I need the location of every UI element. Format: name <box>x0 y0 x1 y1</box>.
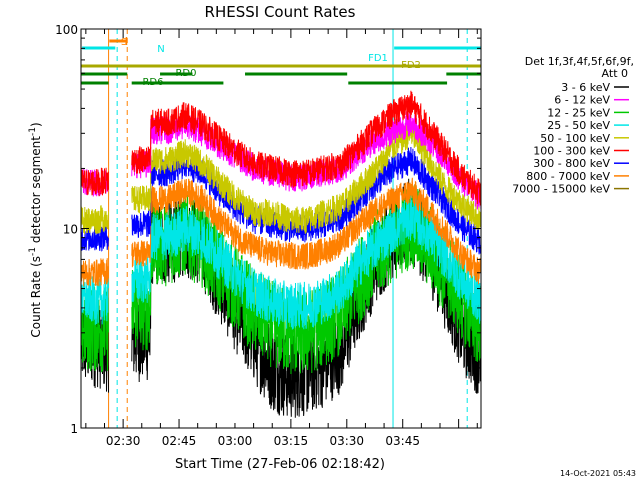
series-line-3-0 <box>80 275 109 325</box>
legend-header-line1: Det 1f,3f,4f,5f,6f,9f, <box>525 55 634 68</box>
y-tick-label: 100 <box>55 23 78 37</box>
series-line-4-0 <box>80 205 109 235</box>
y-tick-label: 1 <box>70 422 78 436</box>
flag-bars: S N FD1 FD2 RD0 RD6 <box>81 37 481 88</box>
legend-label-3: 25 - 50 keV <box>547 119 610 132</box>
series-line-3-1 <box>131 194 482 330</box>
series-line-6-1 <box>131 146 482 255</box>
series-line-7-1 <box>131 177 482 285</box>
legend-label-1: 6 - 12 keV <box>554 94 610 107</box>
flag-label-fd1: FD1 <box>368 53 388 64</box>
chart-title: RHESSI Count Rates <box>205 3 356 21</box>
legend-label-2: 12 - 25 keV <box>547 106 610 119</box>
legend-header-line2: Att 0 <box>602 67 628 80</box>
axes: 1 10 100 02:30 02:45 03:00 03:15 03:30 03:45 <box>55 23 481 448</box>
x-tick-label: 02:45 <box>162 434 197 448</box>
x-tick-label: 03:15 <box>274 434 309 448</box>
plot-area <box>80 29 482 428</box>
series-line-5-1 <box>131 90 482 206</box>
flag-label-n: N <box>157 44 164 55</box>
y-axis-label: Count Rate (s-1 detector segment-1) <box>28 122 43 337</box>
legend-label-7: 800 - 7000 keV <box>526 170 610 183</box>
flag-label-rd0: RD0 <box>175 68 196 79</box>
legend-label-5: 100 - 300 keV <box>533 145 610 158</box>
timestamp: 14-Oct-2021 05:43 <box>560 469 636 478</box>
legend-label-4: 50 - 100 keV <box>540 132 610 145</box>
series-line-5-0 <box>80 167 109 197</box>
x-tick-label: 03:00 <box>218 434 253 448</box>
legend-label-6: 300 - 800 keV <box>533 157 610 170</box>
flag-label-fd2: FD2 <box>401 60 421 71</box>
x-tick-label: 03:45 <box>385 434 420 448</box>
series-line-4-1 <box>131 121 482 234</box>
x-tick-label: 03:30 <box>329 434 364 448</box>
legend-label-0: 3 - 6 keV <box>561 81 610 94</box>
legend-label-8: 7000 - 15000 keV <box>512 183 610 196</box>
x-axis-label: Start Time (27-Feb-06 02:18:42) <box>175 457 385 472</box>
y-tick-label: 10 <box>63 223 78 237</box>
x-tick-label: 02:30 <box>106 434 141 448</box>
flag-label-s: S <box>121 37 127 48</box>
legend: Det 1f,3f,4f,5f,6f,9f, Att 0 3 - 6 keV6 … <box>512 55 634 196</box>
flag-label-rd6: RD6 <box>142 77 163 88</box>
series-line-7-0 <box>80 258 109 287</box>
series-line-2-1 <box>131 184 482 375</box>
